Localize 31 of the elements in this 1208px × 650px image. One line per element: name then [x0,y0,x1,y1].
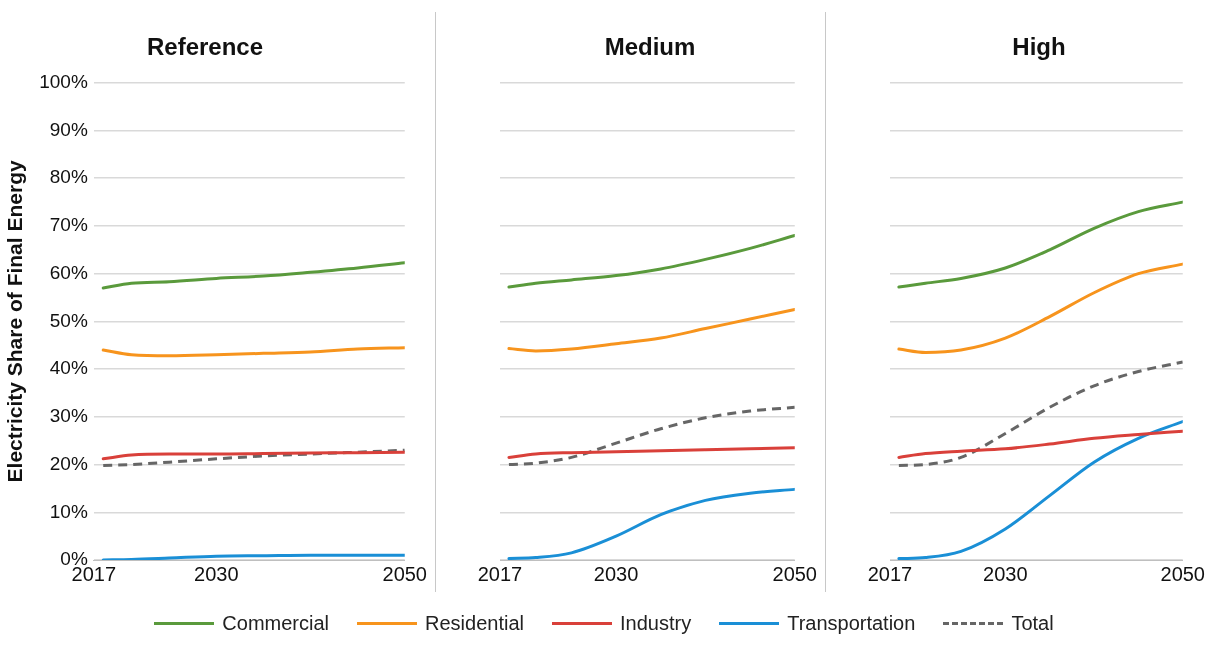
y-tick-label: 30% [49,405,88,427]
y-tick-label: 80% [49,166,88,188]
x-tick-label: 2030 [983,562,1028,585]
y-tick-label: 90% [49,118,88,140]
legend-label: Total [1011,612,1054,635]
x-tick-label: 2017 [867,562,913,585]
y-axis-title: Electricity Share of Final Energy [3,160,27,483]
x-tick-label: 2050 [1160,562,1205,585]
legend-label: Industry [620,612,692,635]
legend-label: Residential [425,612,524,635]
x-tick-label: 2030 [194,562,239,585]
y-tick-label: 10% [49,500,88,522]
line-series [101,261,405,290]
chart-title: Reference [146,33,264,61]
legend-label: Commercial [222,612,330,635]
y-tick-label: 100% [39,71,88,93]
line-series [101,448,405,468]
y-tick-label: 60% [49,261,88,283]
x-tick-label: 2050 [382,562,427,585]
line-series [101,346,405,358]
legend-label: Transportation [787,612,916,635]
chart-title: High [1012,33,1066,61]
x-tick-label: 2017 [477,562,523,585]
y-tick-label: 70% [49,214,88,236]
x-tick-label: 2050 [772,562,817,585]
y-tick-label: 40% [49,357,88,379]
y-tick-label: 20% [49,452,88,474]
line-series [101,450,405,461]
chart-title: Medium [604,33,696,61]
y-tick-label: 50% [49,309,88,331]
x-tick-label: 2030 [593,562,639,585]
